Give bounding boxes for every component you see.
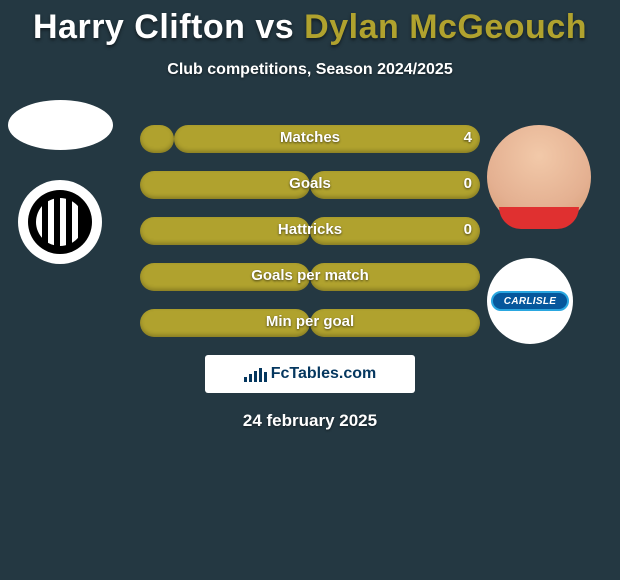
page-title: Harry Clifton vs Dylan McGeouch	[0, 0, 620, 47]
stats-container: Matches4Goals0Hattricks0Goals per matchM…	[0, 125, 620, 431]
watermark: FcTables.com	[205, 355, 415, 393]
stat-value-right: 4	[464, 129, 472, 146]
stat-label: Matches	[140, 129, 480, 146]
stat-row: Hattricks0	[140, 217, 480, 245]
stat-label: Goals	[140, 175, 480, 192]
stat-value-right: 0	[464, 175, 472, 192]
stat-row: Goals per match	[140, 263, 480, 291]
subtitle: Club competitions, Season 2024/2025	[0, 61, 620, 79]
stat-row: Min per goal	[140, 309, 480, 337]
title-vs: vs	[255, 8, 294, 46]
stat-label: Hattricks	[140, 221, 480, 238]
date-label: 24 february 2025	[0, 411, 620, 431]
watermark-text: FcTables.com	[271, 365, 377, 383]
stat-label: Goals per match	[140, 267, 480, 284]
chart-icon	[244, 366, 267, 382]
stat-row: Matches4	[140, 125, 480, 153]
title-player1: Harry Clifton	[33, 8, 245, 46]
title-player2: Dylan McGeouch	[304, 8, 587, 46]
stat-label: Min per goal	[140, 313, 480, 330]
stat-row: Goals0	[140, 171, 480, 199]
stat-value-right: 0	[464, 221, 472, 238]
